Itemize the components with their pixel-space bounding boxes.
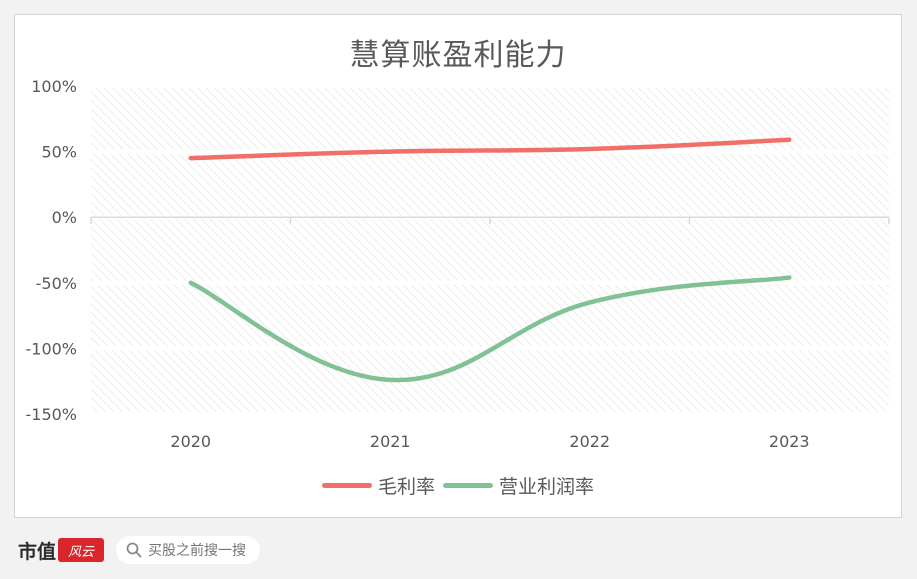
y-tick-label: -100%	[25, 339, 77, 358]
brand-logo[interactable]: 市值 风云	[18, 537, 105, 564]
search-icon	[126, 542, 142, 558]
brand-text: 市值	[18, 540, 57, 563]
grid-band	[91, 219, 889, 281]
search-box[interactable]: 买股之前搜一搜	[116, 536, 261, 564]
footer-bar: 市值 风云 买股之前搜一搜	[18, 536, 261, 564]
series-line-gross-margin	[188, 137, 792, 161]
search-placeholder: 买股之前搜一搜	[148, 543, 247, 559]
grid-band	[91, 284, 889, 347]
series-line-operating-margin	[188, 275, 792, 383]
legend-item-operating-margin: 营业利润率	[443, 472, 594, 499]
legend-swatch-gross-margin	[321, 483, 372, 488]
x-tick-label: 2021	[370, 432, 411, 451]
grid-band	[91, 153, 889, 216]
y-tick-label: -150%	[25, 405, 77, 424]
x-tick-label: 2020	[170, 432, 211, 451]
legend-label-gross-margin: 毛利率	[377, 476, 435, 498]
x-tick-label: 2023	[769, 432, 810, 451]
chart-legend: 毛利率 营业利润率	[14, 472, 902, 499]
legend-swatch-operating-margin	[443, 483, 493, 488]
x-tick-label: 2022	[569, 432, 610, 451]
chart-title: 慧算账盈利能力	[349, 38, 567, 73]
legend-label-operating-margin: 营业利润率	[499, 476, 595, 498]
y-tick-label: 50%	[41, 143, 77, 162]
y-tick-label: 100%	[31, 77, 77, 96]
brand-logo-mark: 风云	[58, 538, 105, 562]
grid-band	[91, 350, 889, 412]
y-tick-label: 0%	[52, 208, 77, 227]
legend-item-gross-margin: 毛利率	[321, 472, 435, 499]
y-tick-label: -50%	[36, 274, 77, 293]
